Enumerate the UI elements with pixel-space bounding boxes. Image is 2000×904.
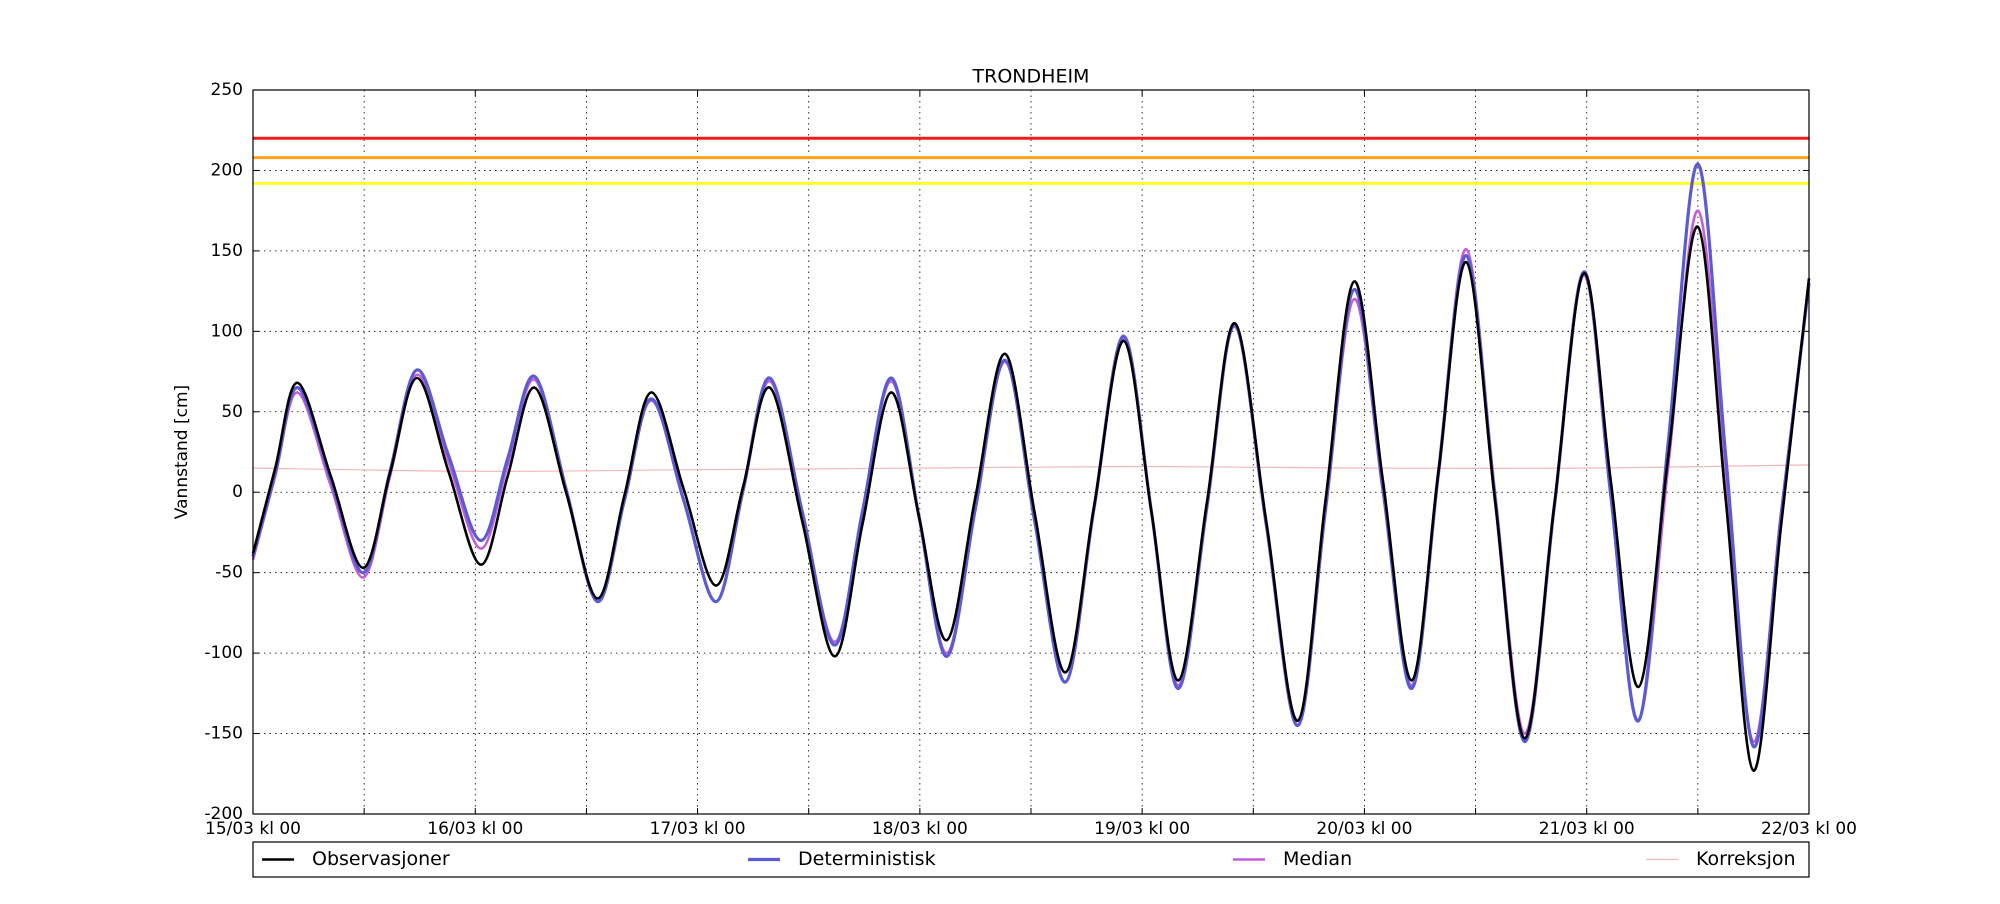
y-tick-label: -50	[215, 563, 243, 583]
y-tick-label: 250	[211, 80, 243, 100]
x-tick-label: 16/03 kl 00	[427, 819, 523, 839]
legend-label: Korreksjon	[1696, 848, 1796, 870]
x-tick-label: 22/03 kl 00	[1761, 819, 1857, 839]
series-line	[251, 225, 1811, 772]
x-tick-label: 21/03 kl 00	[1539, 819, 1635, 839]
legend-label: Median	[1283, 848, 1352, 870]
y-tick-label: -100	[204, 643, 243, 663]
y-axis-label: Vannstand [cm]	[172, 385, 192, 519]
x-tick-label: 19/03 kl 00	[1094, 819, 1190, 839]
x-tick-label: 15/03 kl 00	[205, 819, 301, 839]
series-line	[251, 162, 1811, 749]
legend-box	[252, 841, 1810, 878]
legend-label: Observasjoner	[312, 848, 450, 870]
y-tick-label: 200	[211, 160, 243, 180]
chart-title: TRONDHEIM	[972, 66, 1090, 88]
x-tick-label: 18/03 kl 00	[872, 819, 968, 839]
y-tick-label: -200	[204, 804, 243, 824]
x-tick-label: 17/03 kl 00	[650, 819, 746, 839]
legend-label: Deterministisk	[798, 848, 936, 870]
y-tick-label: 50	[221, 402, 243, 422]
y-tick-label: 0	[232, 482, 243, 502]
y-tick-label: 100	[211, 321, 243, 341]
plot-frame	[252, 89, 1810, 815]
x-tick-label: 20/03 kl 00	[1316, 819, 1412, 839]
y-tick-label: 150	[211, 241, 243, 261]
y-tick-label: -150	[204, 724, 243, 744]
